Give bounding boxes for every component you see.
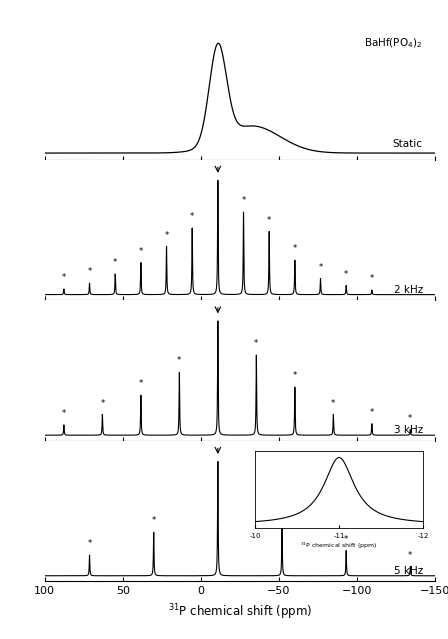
Text: *: * xyxy=(113,258,117,267)
Text: *: * xyxy=(87,267,92,276)
Text: *: * xyxy=(293,371,297,380)
Text: *: * xyxy=(62,409,66,418)
Text: *: * xyxy=(331,399,336,408)
Text: *: * xyxy=(267,216,271,225)
Text: *: * xyxy=(164,231,168,240)
Text: *: * xyxy=(370,408,374,417)
Text: *: * xyxy=(408,413,413,422)
Text: BaHf(PO$_4$)$_2$: BaHf(PO$_4$)$_2$ xyxy=(364,36,423,50)
Text: *: * xyxy=(190,213,194,222)
Text: *: * xyxy=(408,551,413,560)
Text: *: * xyxy=(293,245,297,254)
Text: *: * xyxy=(139,247,143,256)
X-axis label: $^{31}$P chemical shift (ppm): $^{31}$P chemical shift (ppm) xyxy=(168,602,312,622)
Text: *: * xyxy=(241,196,246,206)
Text: *: * xyxy=(344,270,348,279)
Text: 5 kHz: 5 kHz xyxy=(394,566,423,576)
Text: *: * xyxy=(139,380,143,389)
Text: *: * xyxy=(151,516,156,525)
Text: *: * xyxy=(254,339,258,348)
Text: *: * xyxy=(177,357,181,366)
Text: 2 kHz: 2 kHz xyxy=(394,285,423,295)
Text: *: * xyxy=(370,274,374,283)
Text: *: * xyxy=(280,509,284,518)
Text: *: * xyxy=(87,539,92,548)
Text: *: * xyxy=(62,273,66,282)
Text: *: * xyxy=(344,535,348,544)
Text: *: * xyxy=(100,399,104,408)
Text: *: * xyxy=(319,263,323,272)
Text: 3 kHz: 3 kHz xyxy=(394,426,423,435)
Text: Static: Static xyxy=(393,139,423,148)
